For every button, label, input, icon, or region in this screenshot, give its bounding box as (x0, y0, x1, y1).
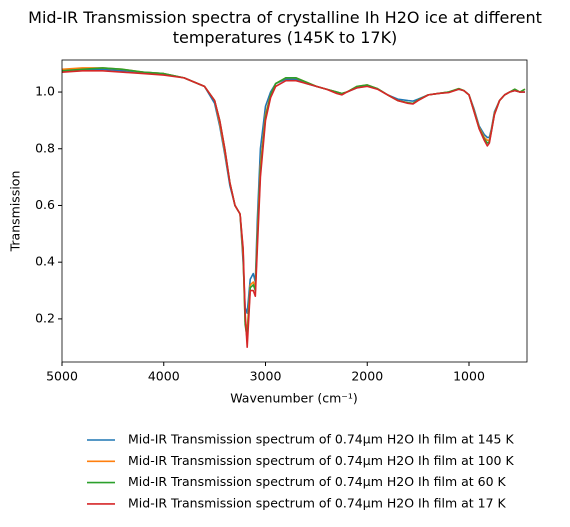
series-line (62, 68, 525, 315)
y-tick-label: 0.8 (35, 140, 55, 155)
title-box: Mid-IR Transmission spectra of crystalli… (0, 8, 570, 48)
chart-title: Mid-IR Transmission spectra of crystalli… (28, 8, 542, 47)
legend-label: Mid-IR Transmission spectrum of 0.74μm H… (128, 432, 514, 447)
series-line (62, 67, 526, 340)
legend-label: Mid-IR Transmission spectrum of 0.74μm H… (128, 495, 507, 510)
y-tick-label: 0.4 (35, 254, 55, 269)
legend-label: Mid-IR Transmission spectrum of 0.74μm H… (128, 474, 507, 489)
y-tick-label: 1.0 (35, 84, 55, 99)
plot-area (62, 67, 526, 349)
x-tick-label: 4000 (148, 369, 180, 384)
x-axis-label: Wavenumber (cm⁻¹) (230, 391, 357, 406)
plot-frame (61, 59, 528, 363)
y-tick-label: 0.6 (35, 197, 55, 212)
x-tick-label: 3000 (250, 369, 282, 384)
y-axis-label: Transmission (8, 171, 23, 253)
y-tick-label: 0.2 (35, 310, 55, 325)
x-tick-label: 5000 (46, 369, 78, 384)
series-line (62, 69, 525, 349)
series-line (62, 67, 526, 332)
x-tick-label: 2000 (351, 369, 383, 384)
x-tick-label: 1000 (453, 369, 485, 384)
legend-label: Mid-IR Transmission spectrum of 0.74μm H… (128, 453, 514, 468)
